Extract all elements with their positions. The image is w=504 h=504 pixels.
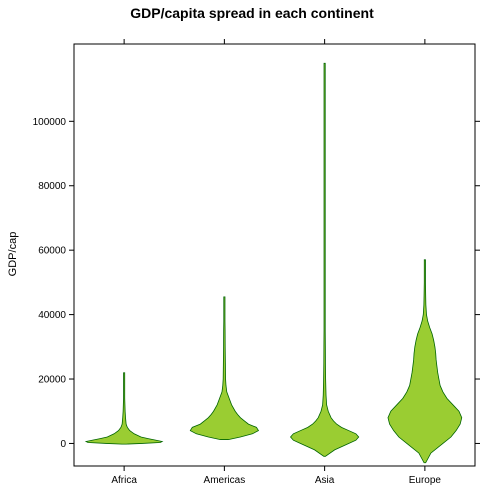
- x-tick-label: Americas: [204, 475, 246, 486]
- violin-africa: [84, 372, 164, 445]
- y-tick-label: 0: [60, 439, 66, 450]
- violin-asia: [290, 62, 360, 457]
- x-tick-label: Asia: [315, 475, 335, 486]
- violin-americas: [189, 296, 260, 440]
- y-tick-label: 100000: [33, 117, 67, 128]
- x-tick-label: Europe: [409, 475, 442, 486]
- x-tick-label: Africa: [111, 475, 137, 486]
- y-axis-label: GDP/cap: [7, 232, 19, 277]
- chart-title: GDP/capita spread in each continent: [130, 5, 374, 21]
- y-tick-label: 40000: [38, 310, 66, 321]
- y-tick-label: 80000: [38, 181, 66, 192]
- violins-layer: [84, 62, 463, 464]
- axes-layer: 0 20000 40000 60000 80000 100000 Africa America…: [33, 39, 480, 486]
- plot-panel: [73, 43, 476, 467]
- y-tick-label: 60000: [38, 246, 66, 257]
- violin-europe: [387, 259, 463, 464]
- y-tick-label: 20000: [38, 375, 66, 386]
